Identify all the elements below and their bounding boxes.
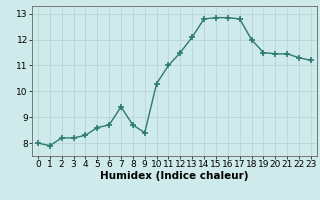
X-axis label: Humidex (Indice chaleur): Humidex (Indice chaleur) — [100, 171, 249, 181]
